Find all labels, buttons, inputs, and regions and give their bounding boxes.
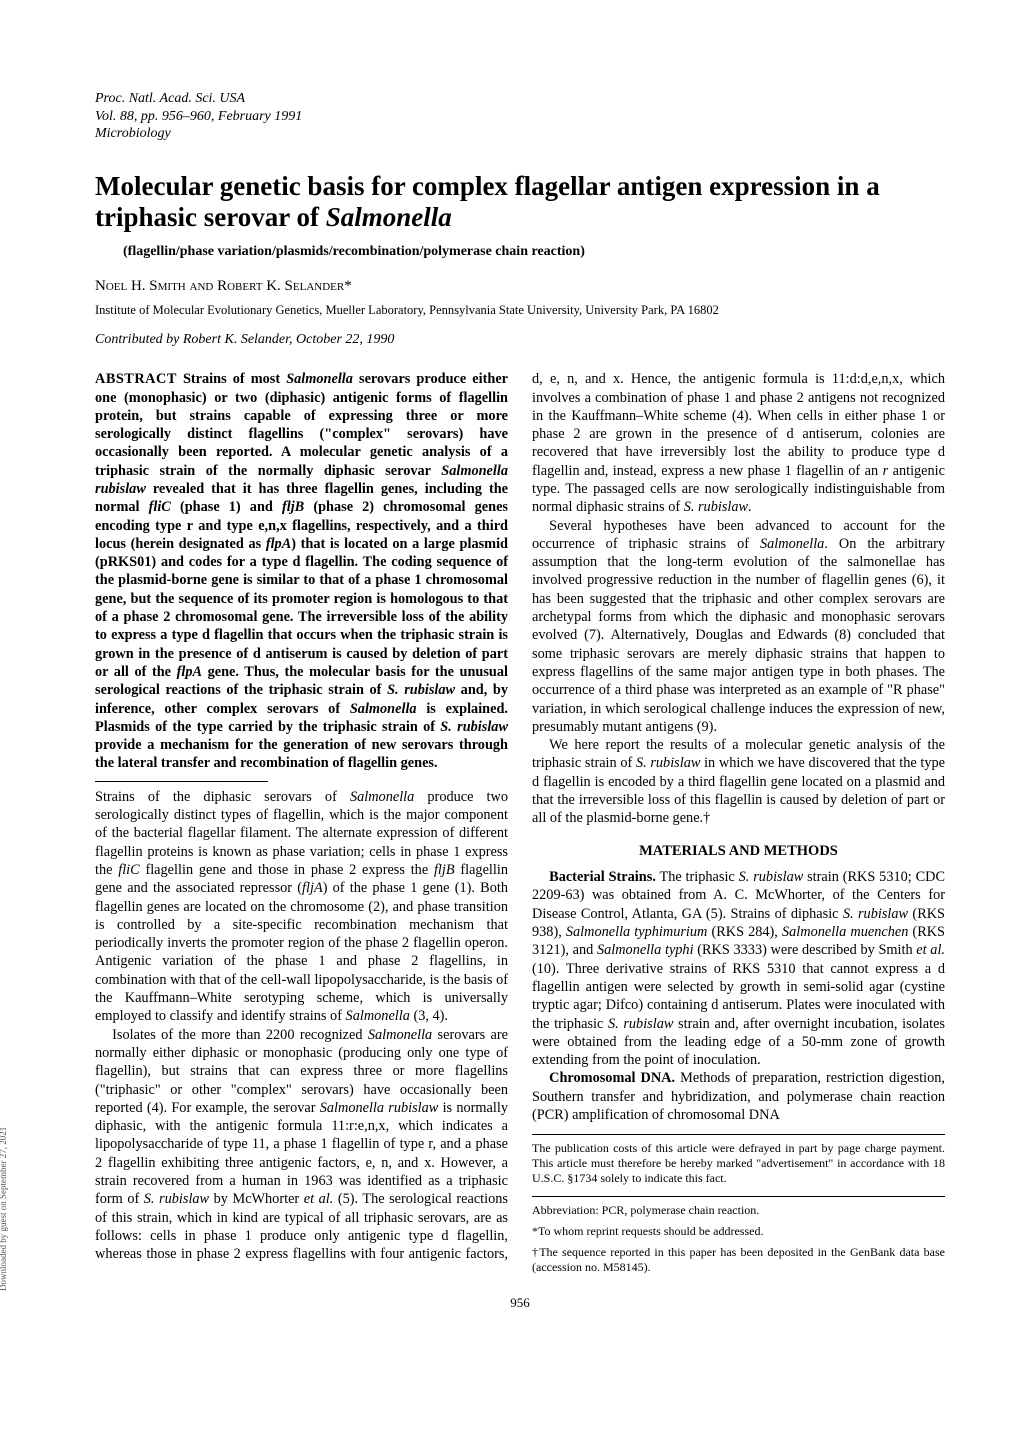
page-number: 956 — [95, 1295, 945, 1311]
intro-paragraph-1: Strains of the diphasic serovars of Salm… — [95, 788, 508, 1026]
methods-paragraph-2: Chromosomal DNA. Methods of preparation,… — [532, 1069, 945, 1124]
footnote-rule-right — [532, 1196, 945, 1197]
section-line: Microbiology — [95, 125, 945, 143]
affiliation: Institute of Molecular Evolutionary Gene… — [95, 303, 945, 318]
methods-runin-1: Bacterial Strains. — [549, 869, 656, 885]
intro-paragraph-4: We here report the results of a molecula… — [532, 736, 945, 827]
intro-paragraph-3: Several hypotheses have been advanced to… — [532, 517, 945, 737]
abstract-label: ABSTRACT — [95, 371, 177, 387]
publication-cost-note: The publication costs of this article we… — [532, 1141, 945, 1186]
genbank-note: †The sequence reported in this paper has… — [532, 1245, 945, 1275]
abstract-rule — [95, 781, 268, 782]
title-italic: Salmonella — [326, 202, 452, 232]
left-footnote-block: The publication costs of this article we… — [532, 1134, 945, 1186]
volume-line: Vol. 88, pp. 956–960, February 1991 — [95, 108, 945, 126]
methods-runin-2: Chromosomal DNA. — [549, 1070, 675, 1086]
journal-name: Proc. Natl. Acad. Sci. USA — [95, 90, 945, 108]
right-footnote-block: Abbreviation: PCR, polymerase chain reac… — [532, 1196, 945, 1275]
footnote-rule-left — [532, 1134, 945, 1135]
abstract-body: Strains of most Salmonella serovars prod… — [95, 371, 508, 771]
methods-heading: MATERIALS AND METHODS — [532, 842, 945, 861]
contributed-line: Contributed by Robert K. Selander, Octob… — [95, 332, 945, 348]
methods-body-1: The triphasic S. rubislaw strain (RKS 53… — [532, 869, 945, 1068]
abstract: ABSTRACT Strains of most Salmonella sero… — [95, 370, 508, 773]
body-columns: ABSTRACT Strains of most Salmonella sero… — [95, 370, 945, 1275]
keywords-line: (flagellin/phase variation/plasmids/reco… — [123, 244, 945, 260]
title-text: Molecular genetic basis for complex flag… — [95, 171, 880, 233]
abbreviation-note: Abbreviation: PCR, polymerase chain reac… — [532, 1203, 945, 1218]
corresponding-author-note: *To whom reprint requests should be addr… — [532, 1224, 945, 1239]
article-title: Molecular genetic basis for complex flag… — [95, 171, 945, 235]
methods-paragraph-1: Bacterial Strains. The triphasic S. rubi… — [532, 868, 945, 1069]
authors: Noel H. Smith and Robert K. Selander* — [95, 278, 945, 295]
journal-header: Proc. Natl. Acad. Sci. USA Vol. 88, pp. … — [95, 90, 945, 143]
download-watermark: Downloaded by guest on September 27, 202… — [0, 1127, 8, 1291]
page: Downloaded by guest on September 27, 202… — [0, 0, 1020, 1351]
